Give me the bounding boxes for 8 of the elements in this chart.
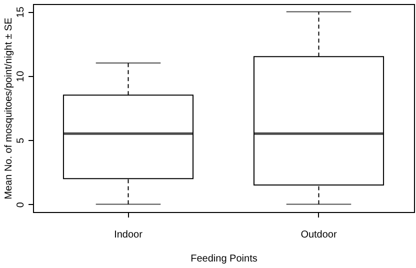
y-tick-label: 10 [16, 70, 26, 82]
y-axis-title: Mean No. of mosquitoes/point/night ± SE [4, 17, 14, 200]
y-tick-label: 5 [16, 137, 26, 144]
x-axis-title: Feeding Points [190, 254, 258, 264]
x-tick-label: Indoor [114, 230, 144, 240]
y-tick-label: 15 [16, 6, 26, 18]
y-tick-label: 0 [16, 202, 26, 208]
x-tick-label: Outdoor [300, 230, 338, 240]
